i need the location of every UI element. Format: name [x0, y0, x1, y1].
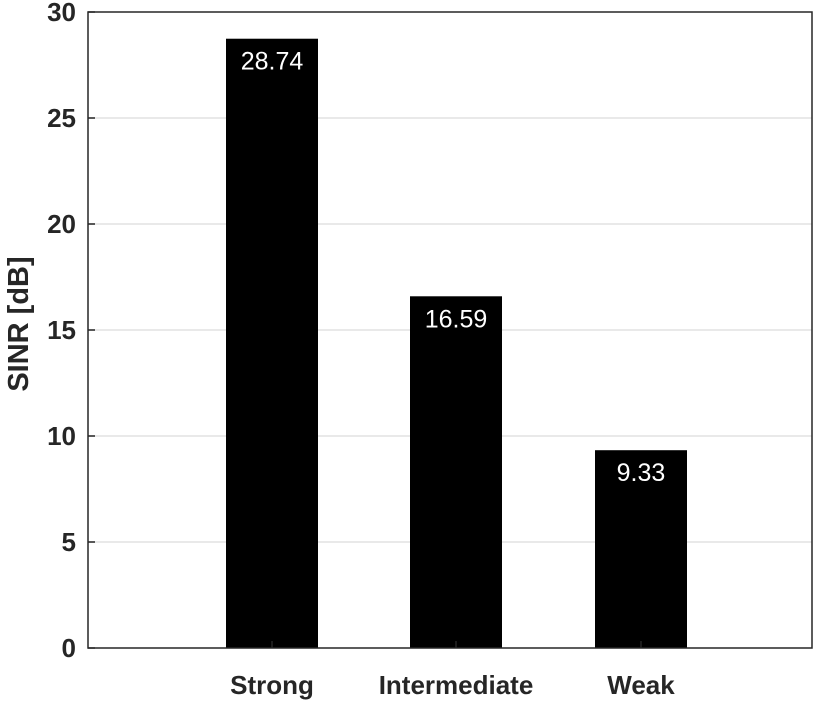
y-tick-label: 0 — [62, 633, 76, 663]
y-axis-ticks: 0 5 10 15 20 25 30 — [47, 0, 95, 663]
x-tick-label: Weak — [607, 670, 675, 700]
y-tick-label: 25 — [47, 103, 76, 133]
y-tick-label: 15 — [47, 315, 76, 345]
bar-strong — [226, 38, 318, 649]
y-tick-label: 30 — [47, 0, 76, 27]
bar-value-label: 9.33 — [617, 459, 666, 487]
y-axis-title: SINR [dB] — [3, 256, 35, 391]
y-tick-label: 20 — [47, 209, 76, 239]
x-tick-label: Intermediate — [379, 670, 534, 700]
bar-intermediate — [410, 296, 502, 648]
bar-data-labels: 28.74 16.59 9.33 — [241, 48, 666, 487]
bars — [226, 38, 687, 649]
x-tick-label: Strong — [230, 670, 314, 700]
bar-value-label: 28.74 — [241, 48, 304, 76]
y-tick-label: 10 — [47, 421, 76, 451]
bar-weak — [595, 450, 687, 648]
bar-value-label: 16.59 — [425, 305, 488, 333]
x-axis-ticks: Strong Intermediate Weak — [230, 641, 675, 700]
y-tick-label: 5 — [62, 527, 76, 557]
